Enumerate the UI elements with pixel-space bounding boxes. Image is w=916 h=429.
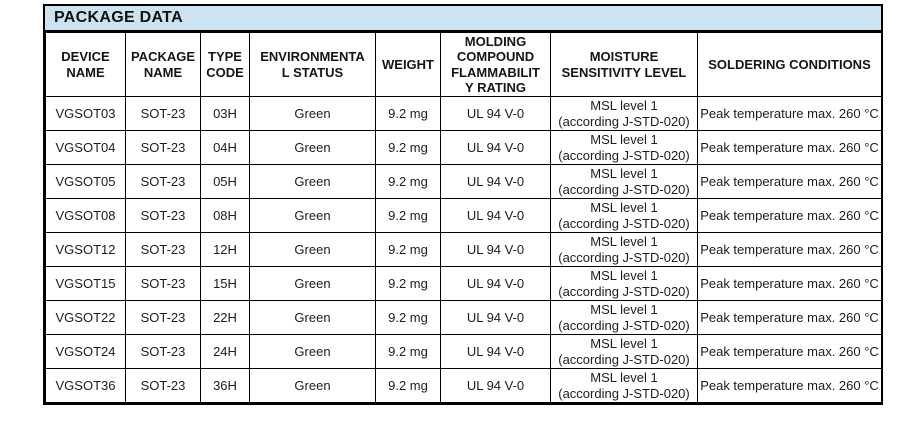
- cell-package-name: SOT-23: [125, 198, 201, 234]
- cell-package-name: SOT-23: [125, 96, 201, 132]
- cell-moisture-sensitivity-level: MSL level 1 (according J-STD-020): [550, 164, 698, 200]
- cell-soldering-conditions: Peak temperature max. 260 °C: [697, 232, 882, 268]
- cell-weight: 9.2 mg: [375, 164, 441, 200]
- cell-type-code: 15H: [200, 266, 250, 302]
- col-header-type-code: TYPE CODE: [200, 31, 250, 98]
- cell-type-code: 05H: [200, 164, 250, 200]
- cell-environmental-status: Green: [249, 266, 376, 302]
- col-header-soldering-conditions: SOLDERING CONDITIONS: [697, 31, 882, 98]
- cell-package-name: SOT-23: [125, 368, 201, 404]
- cell-flammability-rating: UL 94 V-0: [440, 266, 551, 302]
- cell-package-name: SOT-23: [125, 232, 201, 268]
- cell-environmental-status: Green: [249, 130, 376, 166]
- cell-device-name: VGSOT04: [45, 130, 126, 166]
- table-row: VGSOT36 SOT-23 36H Green 9.2 mg UL 94 V-…: [45, 368, 882, 404]
- cell-weight: 9.2 mg: [375, 96, 441, 132]
- col-header-flammability-rating: MOLDING COMPOUND FLAMMABILIT Y RATING: [440, 31, 551, 98]
- cell-environmental-status: Green: [249, 198, 376, 234]
- cell-type-code: 36H: [200, 368, 250, 404]
- cell-moisture-sensitivity-level: MSL level 1 (according J-STD-020): [550, 198, 698, 234]
- cell-moisture-sensitivity-level: MSL level 1 (according J-STD-020): [550, 334, 698, 370]
- cell-soldering-conditions: Peak temperature max. 260 °C: [697, 130, 882, 166]
- cell-type-code: 03H: [200, 96, 250, 132]
- cell-weight: 9.2 mg: [375, 300, 441, 336]
- package-data-table: DEVICE NAME PACKAGE NAME TYPE CODE ENVIR…: [45, 31, 882, 404]
- cell-flammability-rating: UL 94 V-0: [440, 368, 551, 404]
- cell-weight: 9.2 mg: [375, 334, 441, 370]
- cell-package-name: SOT-23: [125, 300, 201, 336]
- cell-weight: 9.2 mg: [375, 232, 441, 268]
- table-row: VGSOT08 SOT-23 08H Green 9.2 mg UL 94 V-…: [45, 198, 882, 234]
- table-row: VGSOT03 SOT-23 03H Green 9.2 mg UL 94 V-…: [45, 96, 882, 132]
- cell-environmental-status: Green: [249, 164, 376, 200]
- cell-soldering-conditions: Peak temperature max. 260 °C: [697, 198, 882, 234]
- cell-moisture-sensitivity-level: MSL level 1 (according J-STD-020): [550, 266, 698, 302]
- cell-soldering-conditions: Peak temperature max. 260 °C: [697, 266, 882, 302]
- cell-soldering-conditions: Peak temperature max. 260 °C: [697, 368, 882, 404]
- cell-weight: 9.2 mg: [375, 130, 441, 166]
- cell-environmental-status: Green: [249, 300, 376, 336]
- col-header-environmental-status: ENVIRONMENTA L STATUS: [249, 31, 376, 98]
- header-row: DEVICE NAME PACKAGE NAME TYPE CODE ENVIR…: [45, 31, 882, 98]
- cell-weight: 9.2 mg: [375, 266, 441, 302]
- table-title-bar: PACKAGE DATA: [45, 6, 881, 32]
- cell-device-name: VGSOT12: [45, 232, 126, 268]
- cell-flammability-rating: UL 94 V-0: [440, 164, 551, 200]
- cell-package-name: SOT-23: [125, 130, 201, 166]
- cell-device-name: VGSOT15: [45, 266, 126, 302]
- cell-moisture-sensitivity-level: MSL level 1 (according J-STD-020): [550, 300, 698, 336]
- col-header-device-name: DEVICE NAME: [45, 31, 126, 98]
- cell-flammability-rating: UL 94 V-0: [440, 130, 551, 166]
- cell-environmental-status: Green: [249, 334, 376, 370]
- cell-flammability-rating: UL 94 V-0: [440, 232, 551, 268]
- cell-device-name: VGSOT22: [45, 300, 126, 336]
- cell-soldering-conditions: Peak temperature max. 260 °C: [697, 164, 882, 200]
- cell-flammability-rating: UL 94 V-0: [440, 96, 551, 132]
- cell-device-name: VGSOT24: [45, 334, 126, 370]
- cell-device-name: VGSOT08: [45, 198, 126, 234]
- package-data-panel: PACKAGE DATA DEVICE NAME PACKAGE NAME TY…: [43, 4, 883, 406]
- cell-moisture-sensitivity-level: MSL level 1 (according J-STD-020): [550, 368, 698, 404]
- cell-type-code: 12H: [200, 232, 250, 268]
- cell-type-code: 22H: [200, 300, 250, 336]
- cell-weight: 9.2 mg: [375, 198, 441, 234]
- cell-package-name: SOT-23: [125, 266, 201, 302]
- cell-type-code: 24H: [200, 334, 250, 370]
- cell-moisture-sensitivity-level: MSL level 1 (according J-STD-020): [550, 96, 698, 132]
- cell-flammability-rating: UL 94 V-0: [440, 198, 551, 234]
- col-header-moisture-sensitivity-level: MOISTURE SENSITIVITY LEVEL: [550, 31, 698, 98]
- cell-device-name: VGSOT03: [45, 96, 126, 132]
- cell-flammability-rating: UL 94 V-0: [440, 334, 551, 370]
- cell-soldering-conditions: Peak temperature max. 260 °C: [697, 300, 882, 336]
- cell-device-name: VGSOT05: [45, 164, 126, 200]
- table-row: VGSOT15 SOT-23 15H Green 9.2 mg UL 94 V-…: [45, 266, 882, 302]
- table-row: VGSOT04 SOT-23 04H Green 9.2 mg UL 94 V-…: [45, 130, 882, 166]
- cell-device-name: VGSOT36: [45, 368, 126, 404]
- cell-environmental-status: Green: [249, 368, 376, 404]
- page-title: PACKAGE DATA: [54, 9, 183, 26]
- cell-soldering-conditions: Peak temperature max. 260 °C: [697, 96, 882, 132]
- cell-environmental-status: Green: [249, 232, 376, 268]
- cell-moisture-sensitivity-level: MSL level 1 (according J-STD-020): [550, 130, 698, 166]
- table-row: VGSOT05 SOT-23 05H Green 9.2 mg UL 94 V-…: [45, 164, 882, 200]
- cell-package-name: SOT-23: [125, 164, 201, 200]
- cell-soldering-conditions: Peak temperature max. 260 °C: [697, 334, 882, 370]
- table-row: VGSOT12 SOT-23 12H Green 9.2 mg UL 94 V-…: [45, 232, 882, 268]
- table-row: VGSOT24 SOT-23 24H Green 9.2 mg UL 94 V-…: [45, 334, 882, 370]
- col-header-package-name: PACKAGE NAME: [125, 31, 201, 98]
- cell-environmental-status: Green: [249, 96, 376, 132]
- cell-package-name: SOT-23: [125, 334, 201, 370]
- cell-moisture-sensitivity-level: MSL level 1 (according J-STD-020): [550, 232, 698, 268]
- cell-flammability-rating: UL 94 V-0: [440, 300, 551, 336]
- table-row: VGSOT22 SOT-23 22H Green 9.2 mg UL 94 V-…: [45, 300, 882, 336]
- cell-type-code: 04H: [200, 130, 250, 166]
- cell-weight: 9.2 mg: [375, 368, 441, 404]
- cell-type-code: 08H: [200, 198, 250, 234]
- col-header-weight: WEIGHT: [375, 31, 441, 98]
